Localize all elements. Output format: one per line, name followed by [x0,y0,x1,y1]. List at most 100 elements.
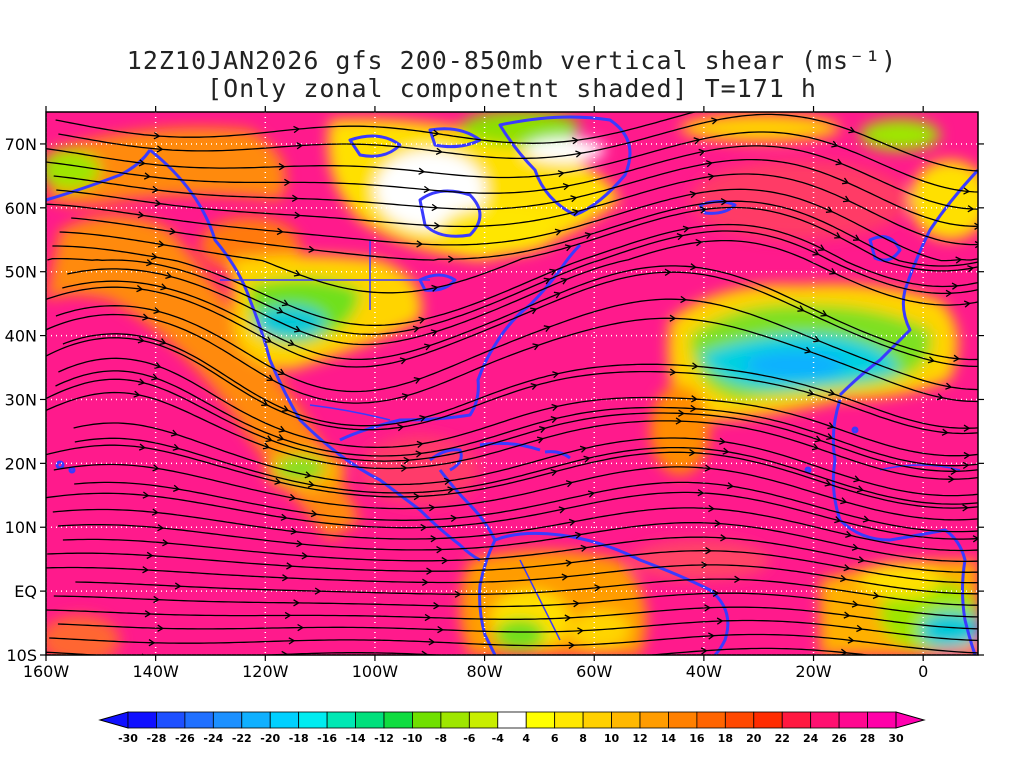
streamline-arrow [151,508,159,516]
streamline-arrow [962,461,970,470]
streamline-arrow [286,562,294,570]
streamline-arrow [550,468,558,477]
streamline-arrow [413,492,421,501]
streamline-arrow [927,356,935,364]
streamline-arrow [266,374,274,381]
colorbar-swatch [810,711,840,729]
streamline-arrow [170,429,178,437]
lon-label: 140W [132,662,179,681]
streamline-arrow [156,145,164,153]
colorbar-low-arrow [98,711,129,729]
map-title-line1: 12Z10JAN2026 gfs 200-850mb vertical shea… [126,46,898,75]
streamline-arrow [580,544,588,552]
streamline-arrow [159,338,167,346]
colorbar-swatch [412,711,442,729]
streamline-arrow [401,393,410,401]
colorbar-label: -4 [492,732,505,745]
streamline-arrow [301,552,309,560]
streamline-arrow [963,451,971,460]
lat-label: 10S [6,646,37,665]
lat-label: 50N [5,263,37,282]
streamline-arrow [153,595,161,604]
streamline-arrow [157,524,165,532]
streamline [46,564,978,595]
streamline-arrow [310,509,318,518]
colorbar-label: 24 [803,732,819,745]
streamline-arrow [568,518,576,526]
streamline-arrow [430,535,438,543]
streamline-arrow [289,493,297,502]
streamline-arrow [536,436,545,444]
streamline-arrow [436,546,443,554]
lat-label: 20N [5,454,37,473]
streamline [75,578,978,606]
colorbar-label: 30 [888,732,904,745]
colorbar-swatch [298,711,328,729]
streamline-arrow [157,240,165,248]
streamline-arrow [138,159,146,167]
streamline-arrow [261,399,269,407]
streamline-arrow [418,316,426,324]
streamline-arrow [262,442,270,450]
streamline-arrow [558,506,566,514]
streamline-arrow [152,185,160,194]
streamline-arrow [419,414,427,423]
streamline-arrow [281,299,290,307]
streamline-arrow [551,403,559,412]
streamline-arrow [936,393,944,401]
colorbar-label: -16 [317,732,337,745]
colorbar-label: -18 [289,732,309,745]
streamline-arrow [705,160,713,168]
streamline-arrow [583,455,591,463]
lon-label: 0 [918,662,928,681]
streamline-arrow [148,639,156,647]
streamline-arrow [974,240,978,249]
streamline-arrow [146,551,154,560]
streamline-arrow [265,435,273,443]
streamline-arrow [804,346,812,354]
streamline [56,173,978,246]
colorbar-label: -12 [374,732,394,745]
streamline-arrow [571,137,579,145]
streamline-arrow [172,484,181,493]
streamline [46,391,978,480]
streamline-arrow [797,305,805,312]
lon-label: 160W [23,662,70,681]
streamline-arrow [560,277,568,285]
streamline-arrow [700,647,708,655]
colorbar-label: -6 [463,732,476,745]
streamline-arrow [296,540,304,548]
streamline-arrow [421,578,429,586]
colorbar-swatch [468,711,499,729]
streamline-arrow [825,206,833,213]
streamline-arrow [856,624,864,633]
streamline-arrow [698,148,706,156]
streamline-arrow [276,227,284,236]
streamline-arrow [403,456,411,465]
streamline-arrow [399,357,407,365]
streamline-arrow [276,307,284,314]
lon-label: 120W [242,662,289,681]
streamline-arrow [151,373,159,381]
shear-field-map [46,112,978,655]
streamline-arrow [287,339,295,347]
streamline [62,536,978,573]
streamline-arrow [828,389,836,397]
streamline-arrow [691,395,698,403]
streamline-arrow [974,222,978,230]
streamline-arrow [705,547,712,555]
streamline-arrow [676,232,684,241]
streamline-arrow [397,423,405,432]
streamline-arrow [945,289,953,298]
streamline-arrow [704,604,712,612]
streamline [46,188,978,262]
streamline-arrow [530,307,538,315]
streamline [59,206,978,294]
streamline-arrow [824,479,832,487]
shear-streamlines [46,112,978,655]
streamline-arrow [691,362,699,370]
streamline-arrow [277,434,285,442]
colorbar-label: -26 [175,732,195,745]
streamline-arrow [565,559,573,567]
streamline-arrow [153,306,161,315]
